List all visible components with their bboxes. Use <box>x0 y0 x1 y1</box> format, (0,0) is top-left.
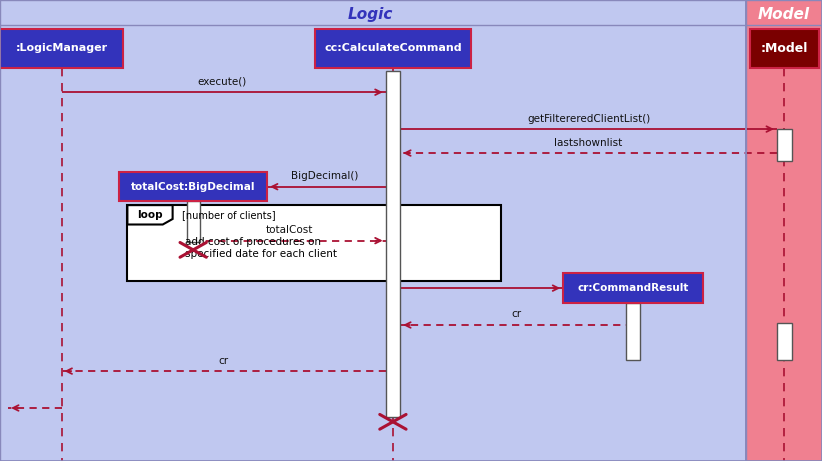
Bar <box>626 303 640 360</box>
Bar <box>127 205 501 281</box>
Text: getFiltereredClientList(): getFiltereredClientList() <box>527 113 650 124</box>
Polygon shape <box>127 205 173 225</box>
Text: Model: Model <box>758 7 810 22</box>
Text: loop: loop <box>137 210 163 220</box>
Text: cc:CalculateCommand: cc:CalculateCommand <box>324 43 462 53</box>
Bar <box>315 29 471 68</box>
Text: cr:CommandResult: cr:CommandResult <box>577 283 689 293</box>
Text: BigDecimal(): BigDecimal() <box>291 171 358 181</box>
Text: add cost of procedures on
specified date for each client: add cost of procedures on specified date… <box>185 237 337 259</box>
Text: :Model: :Model <box>760 42 808 55</box>
Bar <box>750 29 819 68</box>
Bar <box>563 273 703 303</box>
Text: lastshownlist: lastshownlist <box>554 137 623 148</box>
Text: Logic: Logic <box>347 7 393 22</box>
Text: cr: cr <box>511 309 521 319</box>
Bar <box>0 29 123 68</box>
Bar <box>119 172 267 201</box>
Text: totalCost:BigDecimal: totalCost:BigDecimal <box>131 182 256 192</box>
Text: [number of clients]: [number of clients] <box>182 210 276 220</box>
Bar <box>746 0 822 461</box>
Text: :LogicManager: :LogicManager <box>16 43 108 53</box>
Bar <box>187 201 200 242</box>
Text: execute(): execute() <box>197 77 247 87</box>
Text: totalCost: totalCost <box>266 225 313 235</box>
Bar <box>777 323 792 360</box>
Bar <box>777 129 792 161</box>
Bar <box>746 0 822 461</box>
Bar <box>386 71 400 417</box>
Text: cr: cr <box>219 355 229 366</box>
